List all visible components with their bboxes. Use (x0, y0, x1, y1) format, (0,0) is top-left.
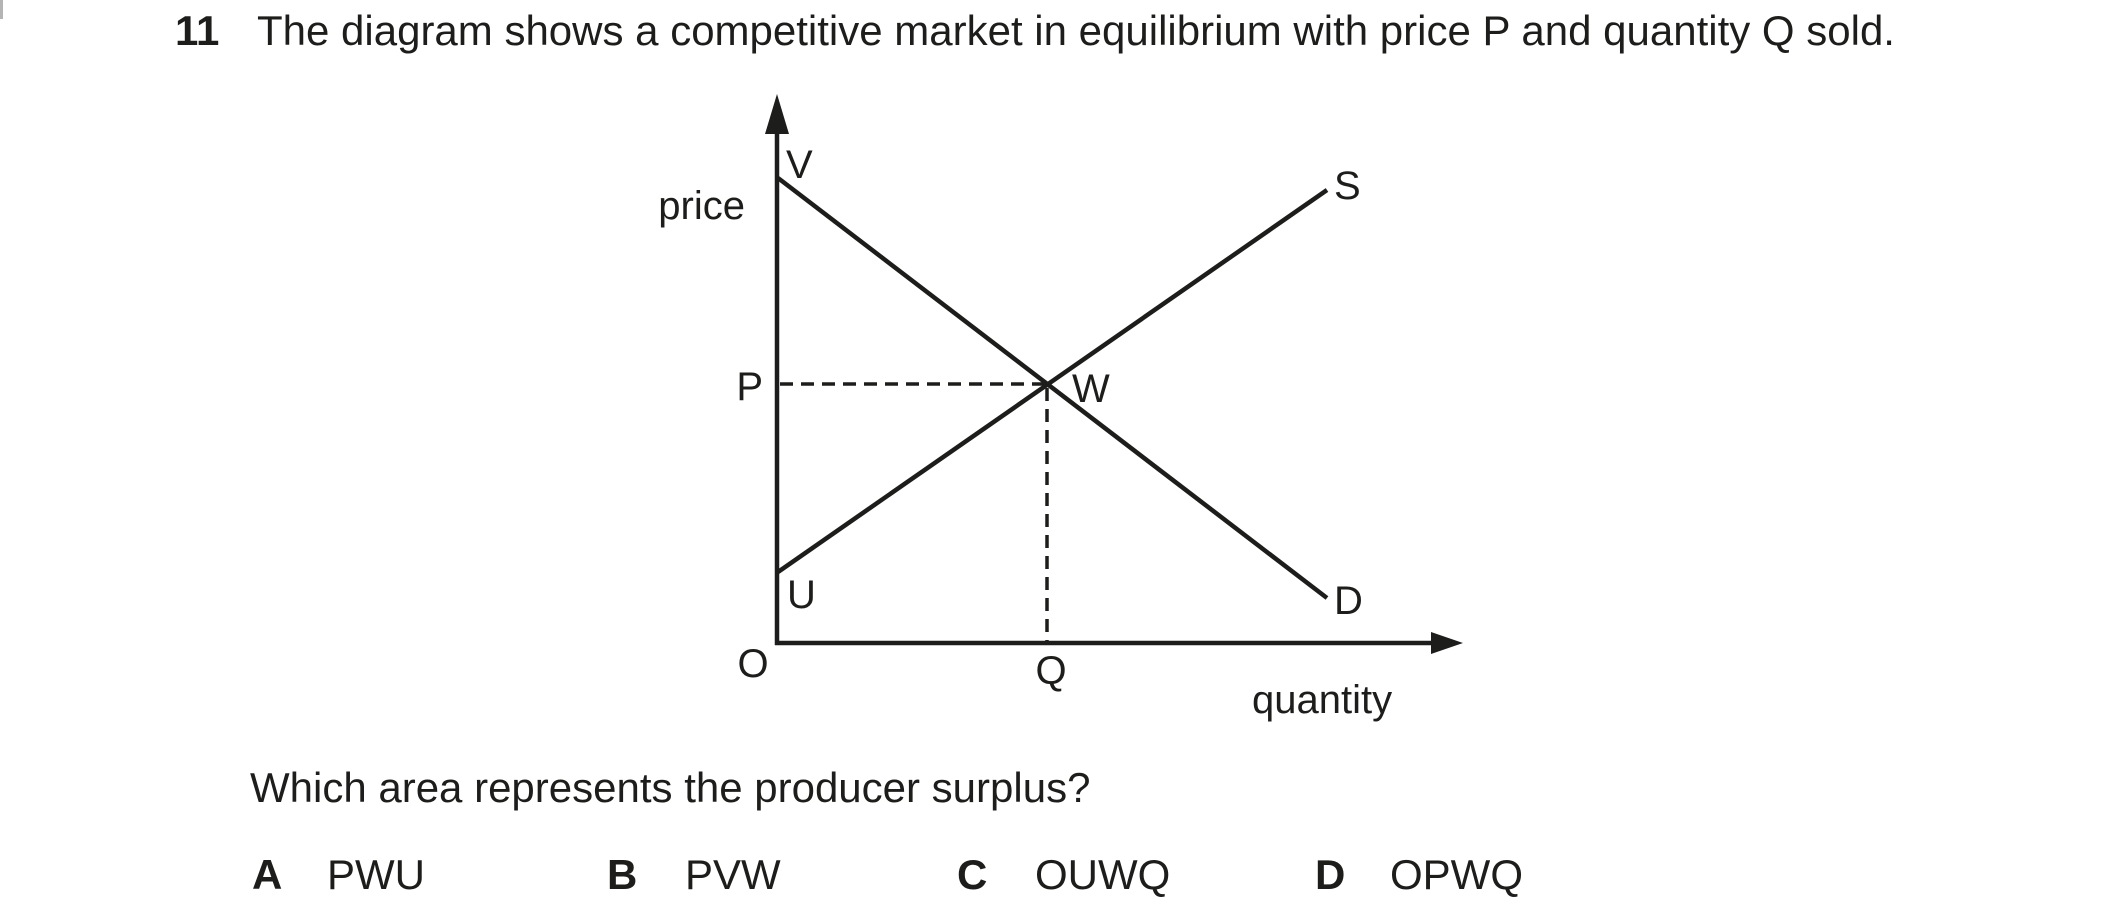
option-d-letter: D (1315, 851, 1346, 898)
label-V: V (786, 143, 813, 187)
option-c-letter: C (957, 851, 988, 898)
question-intro-text: The diagram shows a competitive market i… (257, 7, 1895, 54)
quantity-axis-label: quantity (1252, 678, 1392, 722)
label-D: D (1334, 579, 1363, 623)
question-prompt: Which area represents the producer surpl… (250, 764, 1091, 811)
option-d-value: OPWQ (1390, 851, 1523, 898)
option-c-value: OUWQ (1035, 851, 1171, 898)
label-U: U (787, 573, 816, 617)
demand-curve (776, 176, 1329, 600)
price-axis-arrow-icon (765, 94, 789, 134)
scan-artifact-line (0, 0, 3, 19)
price-axis-label: price (658, 184, 745, 228)
label-W: W (1072, 367, 1110, 411)
quantity-axis-arrow-icon (1431, 632, 1463, 654)
question-number: 11 (175, 7, 220, 54)
label-O: O (737, 642, 768, 686)
supply-demand-diagram: price quantity V S P W U D O Q (658, 94, 1463, 722)
label-Q: Q (1035, 649, 1066, 693)
option-b-letter: B (607, 851, 638, 898)
option-a-value: PWU (327, 851, 425, 898)
option-a-letter: A (252, 851, 283, 898)
supply-curve (776, 188, 1329, 574)
label-P: P (736, 365, 763, 409)
label-S: S (1334, 164, 1361, 208)
option-b-value: PVW (685, 851, 781, 898)
